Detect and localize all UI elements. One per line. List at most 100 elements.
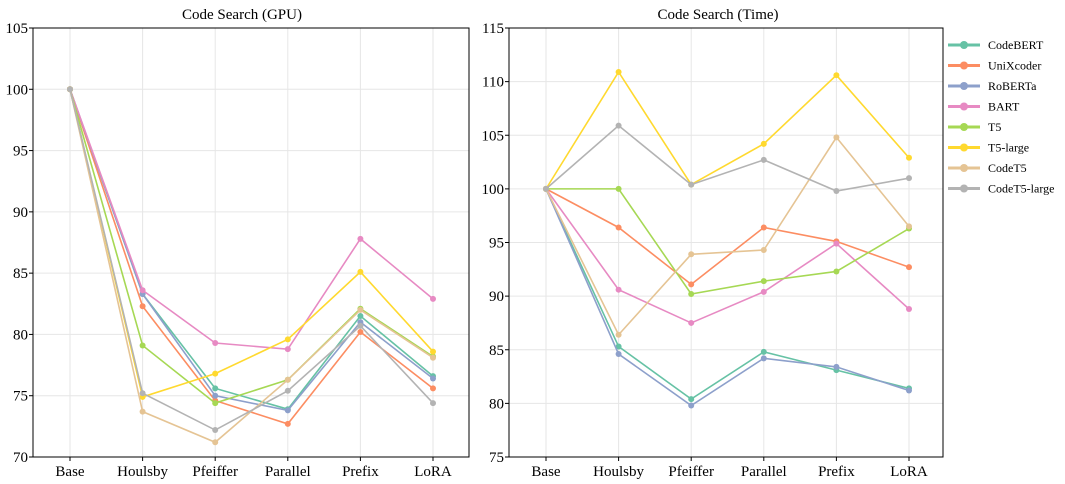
data-point bbox=[212, 385, 219, 392]
y-tick-label: 80 bbox=[489, 396, 504, 412]
x-tick-label: LoRA bbox=[890, 464, 928, 480]
data-point bbox=[212, 392, 219, 399]
data-point bbox=[212, 439, 219, 446]
x-tick-label: Pfeiffer bbox=[192, 464, 238, 480]
x-tick-label: Parallel bbox=[265, 464, 311, 480]
legend-swatch-marker bbox=[960, 41, 968, 49]
data-point bbox=[833, 72, 840, 79]
data-point bbox=[760, 288, 767, 295]
series-line bbox=[546, 188, 910, 295]
data-point bbox=[833, 268, 840, 275]
data-point bbox=[543, 185, 549, 192]
data-point bbox=[688, 319, 695, 326]
time-chart-panel: 75 80 85 90 95 100 105 110 115 Base Houlsby Pfeiffe… bbox=[482, 7, 1055, 480]
y-tick-label: 75 bbox=[13, 389, 28, 405]
data-point bbox=[906, 154, 912, 161]
data-point bbox=[615, 122, 622, 129]
y-tick-label: 105 bbox=[482, 128, 505, 144]
data-point bbox=[906, 175, 912, 182]
series-line bbox=[69, 89, 434, 411]
x-tick-label: Base bbox=[531, 464, 561, 480]
data-point bbox=[760, 348, 767, 355]
data-point bbox=[357, 235, 364, 242]
data-point bbox=[906, 305, 912, 312]
x-tick-label: Prefix bbox=[342, 464, 379, 480]
legend-label: BART bbox=[988, 100, 1020, 114]
legend-swatch-marker bbox=[960, 143, 968, 152]
data-point bbox=[615, 286, 622, 293]
data-point bbox=[430, 385, 436, 392]
data-point bbox=[430, 354, 436, 361]
y-tick-label: 90 bbox=[13, 205, 28, 221]
data-point bbox=[430, 375, 436, 382]
data-point bbox=[357, 268, 364, 275]
x-tick-label: Houlsby bbox=[593, 464, 644, 480]
y-tick-label: 85 bbox=[13, 266, 28, 282]
data-point bbox=[139, 408, 146, 415]
y-tick-label: 100 bbox=[482, 182, 505, 198]
series-line bbox=[69, 89, 434, 431]
legend-label: UniXcoder bbox=[988, 59, 1041, 73]
data-point bbox=[906, 264, 912, 271]
data-point bbox=[688, 396, 695, 403]
y-tick-label: 110 bbox=[482, 75, 504, 91]
gpu-chart-panel: 70 75 80 85 90 95 100 105 Base Houlsby Pfeiffer Par… bbox=[6, 7, 470, 480]
series-line bbox=[545, 136, 910, 337]
data-point bbox=[833, 134, 840, 141]
y-tick-label: 105 bbox=[6, 21, 29, 37]
series-line bbox=[545, 124, 910, 192]
data-point bbox=[760, 156, 767, 163]
data-point bbox=[760, 224, 767, 231]
x-tick-label: Prefix bbox=[818, 464, 855, 480]
x-tick-label: Pfeiffer bbox=[668, 464, 714, 480]
legend-label: CodeT5-large bbox=[988, 182, 1054, 196]
series-line bbox=[69, 89, 434, 425]
y-tick-label: 115 bbox=[482, 21, 504, 37]
x-tick-label: Parallel bbox=[741, 464, 787, 480]
data-point bbox=[212, 340, 219, 347]
data-point bbox=[906, 223, 912, 230]
plot-frame bbox=[32, 27, 470, 458]
data-point bbox=[357, 322, 364, 329]
legend-label: T5-large bbox=[988, 141, 1029, 155]
series-line bbox=[545, 70, 910, 190]
data-point bbox=[357, 328, 364, 335]
data-point bbox=[139, 287, 146, 294]
y-tick-label: 100 bbox=[6, 82, 29, 98]
data-point bbox=[284, 376, 291, 383]
legend-swatch-marker bbox=[960, 164, 968, 172]
data-point bbox=[760, 355, 767, 362]
data-point bbox=[688, 281, 695, 288]
data-point bbox=[139, 342, 146, 349]
y-tick-label: 85 bbox=[489, 343, 504, 359]
y-tick-label: 90 bbox=[489, 289, 504, 305]
series-line bbox=[69, 89, 434, 350]
data-point bbox=[760, 247, 767, 254]
legend-label: RoBERTa bbox=[988, 79, 1037, 93]
data-point bbox=[212, 370, 219, 377]
series-line bbox=[545, 188, 910, 407]
series-line bbox=[545, 188, 910, 286]
data-point bbox=[760, 140, 767, 147]
chart-title: Code Search (Time) bbox=[657, 7, 778, 23]
data-point bbox=[615, 351, 622, 358]
chart-title: Code Search (GPU) bbox=[182, 7, 302, 23]
data-point bbox=[139, 303, 146, 310]
y-tick-label: 80 bbox=[13, 327, 28, 343]
y-tick-label: 75 bbox=[489, 450, 504, 466]
x-tick-label: Houlsby bbox=[117, 464, 168, 480]
data-point bbox=[430, 348, 436, 355]
series-line bbox=[545, 188, 910, 324]
data-point bbox=[615, 224, 622, 231]
data-point bbox=[833, 240, 840, 247]
y-tick-label: 95 bbox=[13, 144, 28, 160]
data-point bbox=[67, 86, 73, 93]
data-point bbox=[688, 402, 695, 409]
legend-swatch-marker bbox=[960, 123, 968, 131]
data-point bbox=[833, 363, 840, 370]
data-point bbox=[212, 400, 219, 407]
x-tick-label: Base bbox=[55, 464, 85, 480]
data-point bbox=[760, 278, 767, 285]
data-point bbox=[430, 295, 436, 302]
